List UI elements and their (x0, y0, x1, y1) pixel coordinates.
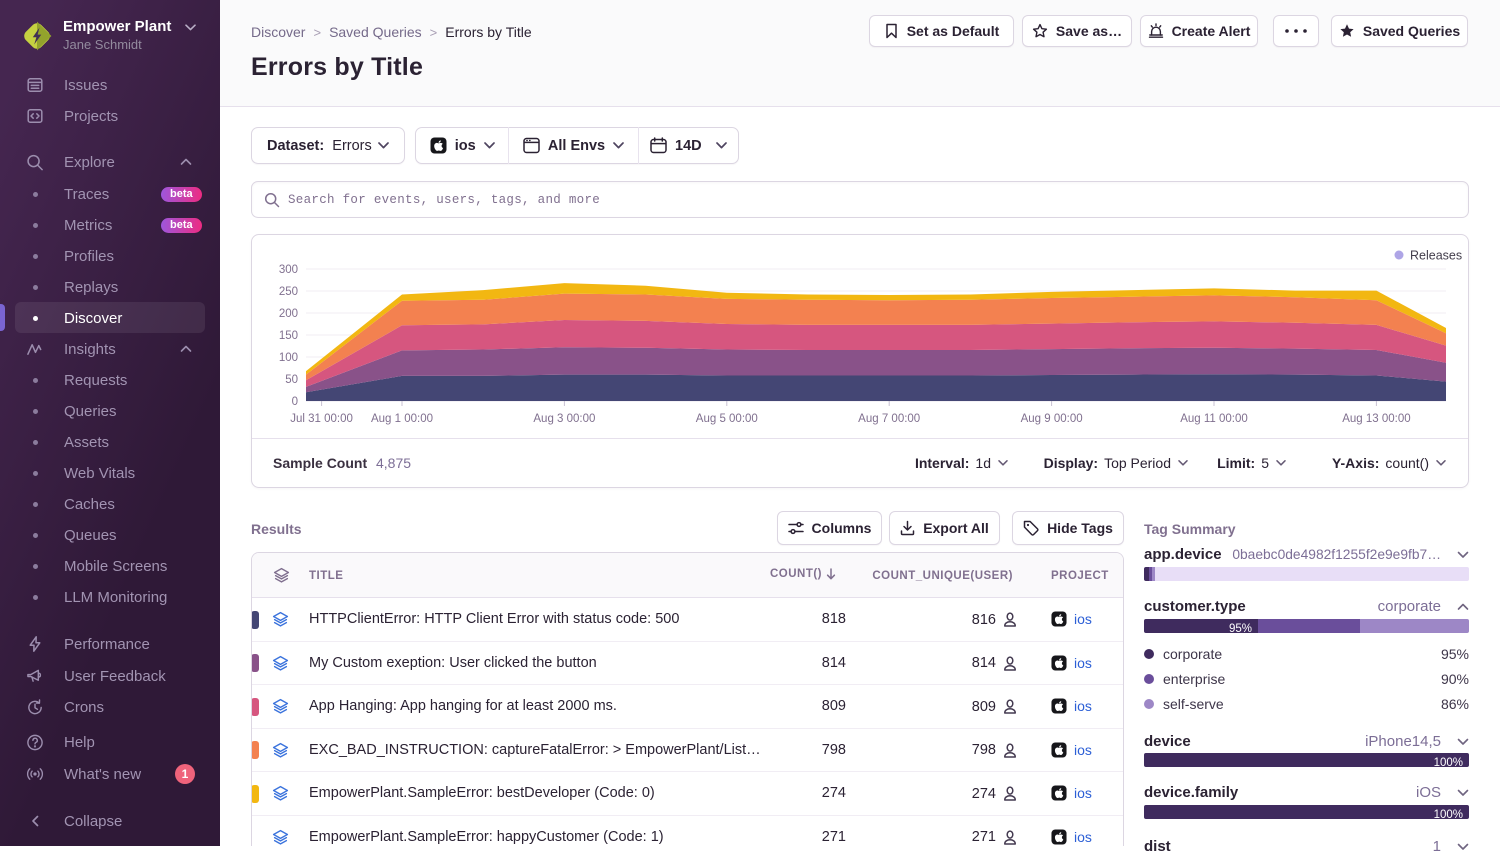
svg-text:Aug 5 00:00: Aug 5 00:00 (696, 413, 758, 425)
svg-text:Aug 9 00:00: Aug 9 00:00 (1021, 413, 1083, 425)
svg-text:0: 0 (292, 396, 298, 408)
svg-text:Aug 1 00:00: Aug 1 00:00 (371, 413, 433, 425)
svg-text:Releases: Releases (1410, 249, 1462, 263)
svg-text:Aug 7 00:00: Aug 7 00:00 (858, 413, 920, 425)
svg-text:Aug 13 00:00: Aug 13 00:00 (1342, 413, 1410, 425)
svg-text:Aug 11 00:00: Aug 11 00:00 (1180, 413, 1248, 425)
svg-text:Aug 3 00:00: Aug 3 00:00 (533, 413, 595, 425)
svg-text:200: 200 (279, 308, 298, 320)
svg-text:300: 300 (279, 264, 298, 276)
svg-text:250: 250 (279, 286, 298, 298)
svg-text:150: 150 (279, 330, 298, 342)
svg-text:Jul 31 00:00: Jul 31 00:00 (290, 413, 353, 425)
svg-text:50: 50 (285, 374, 298, 386)
svg-text:100: 100 (279, 352, 298, 364)
